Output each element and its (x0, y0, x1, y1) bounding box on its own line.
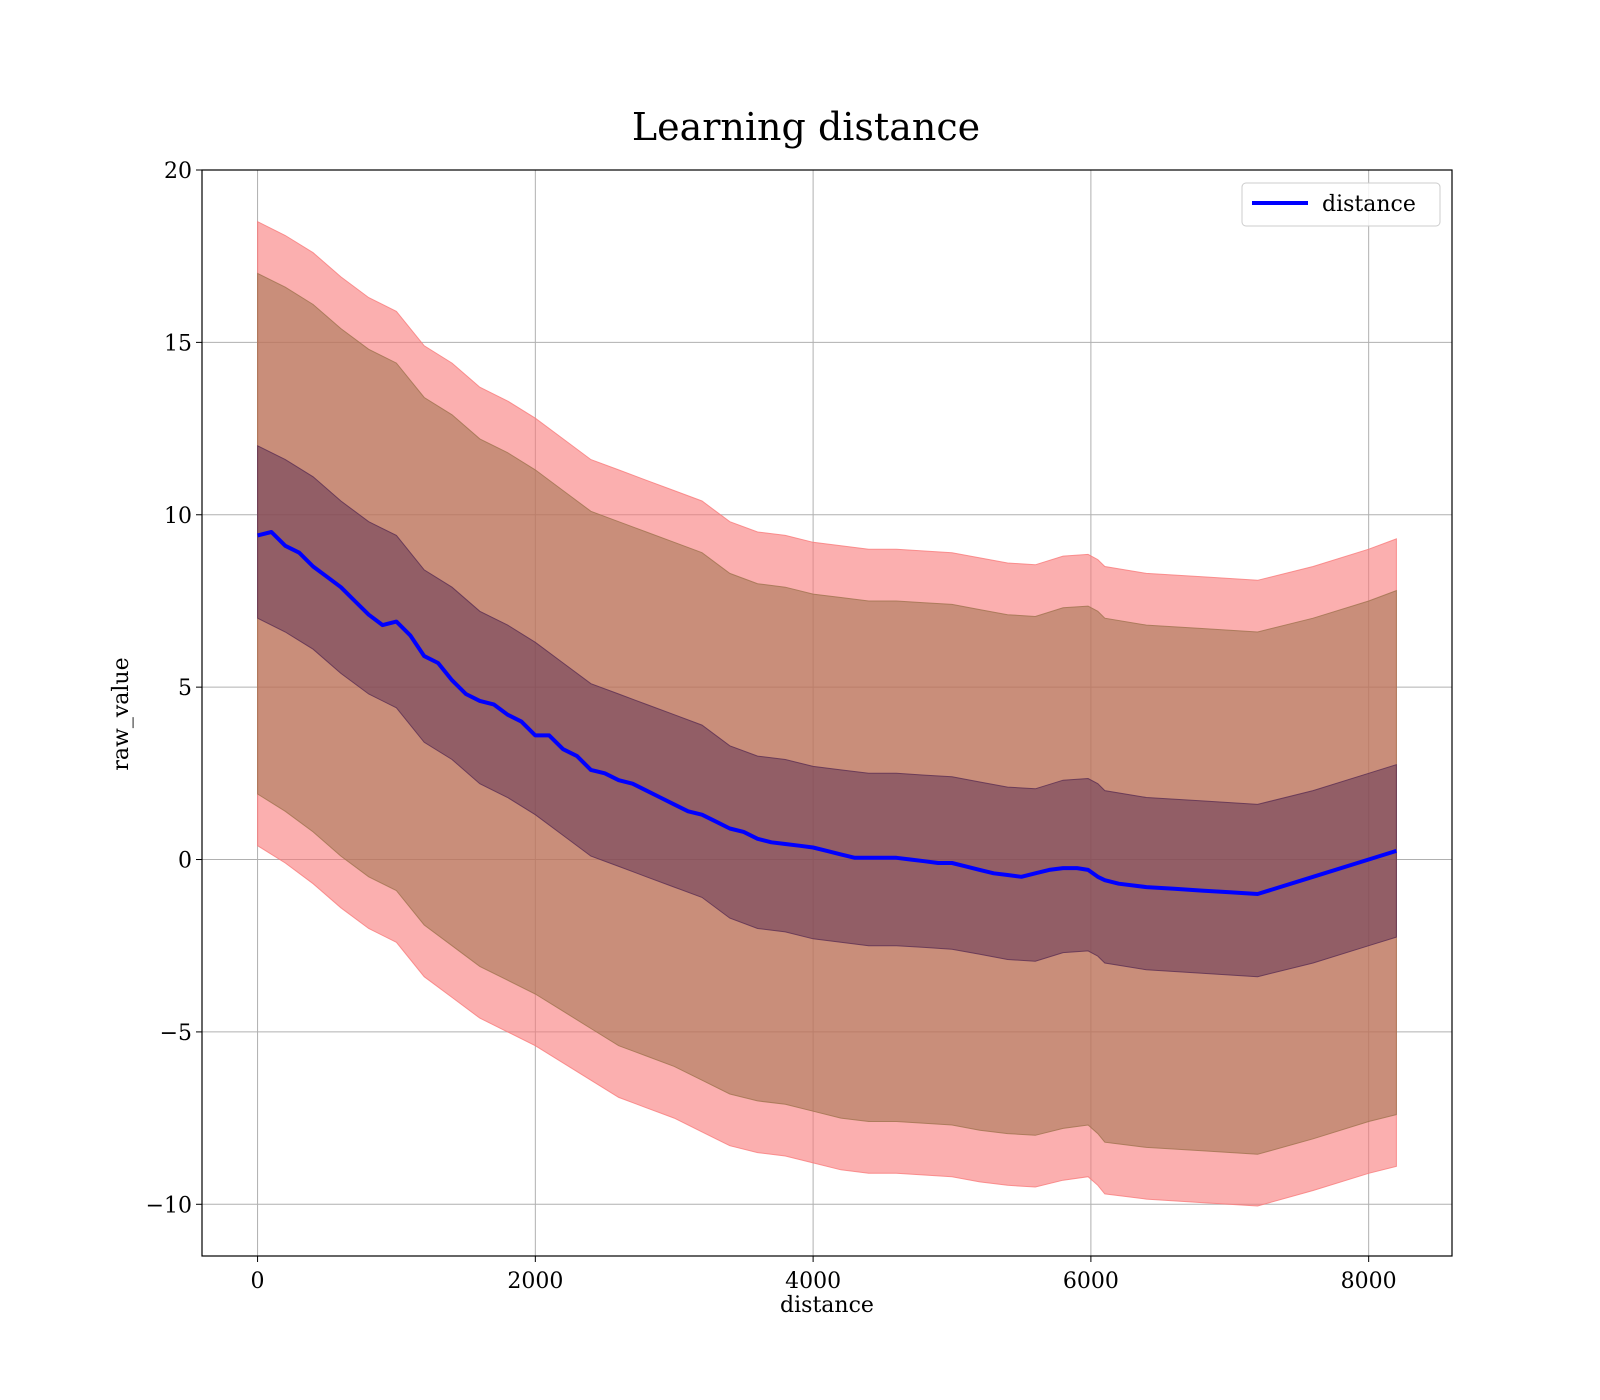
legend: distance (1241, 182, 1441, 227)
inner-band (257, 444, 1397, 978)
series-line-distance (257, 530, 1397, 896)
y-tick-label: 0 (178, 849, 192, 874)
legend-label: distance (1322, 192, 1416, 217)
y-axis-label: raw_value (109, 657, 134, 770)
x-tick-label: 0 (251, 1269, 265, 1294)
y-tick-label: 5 (178, 676, 192, 701)
x-axis-ticks: 0 2000 4000 6000 8000 (251, 1256, 1397, 1294)
bands (257, 220, 1397, 1207)
legend-box (1241, 182, 1441, 227)
x-tick-label: 2000 (507, 1269, 563, 1294)
x-axis-label: distance (780, 1293, 874, 1318)
y-tick-label: −5 (160, 1021, 192, 1046)
y-tick-label: −10 (146, 1193, 192, 1218)
y-tick-label: 10 (164, 504, 192, 529)
plot-frame (201, 169, 1453, 1257)
x-tick-label: 6000 (1063, 1269, 1119, 1294)
x-tick-label: 8000 (1341, 1269, 1397, 1294)
y-tick-label: 20 (164, 159, 192, 184)
lines (257, 530, 1397, 896)
chart-title: Learning distance (632, 105, 980, 149)
y-axis-ticks: −10 −5 0 5 10 15 20 (146, 159, 202, 1218)
x-tick-label: 4000 (785, 1269, 841, 1294)
y-tick-label: 15 (164, 331, 192, 356)
